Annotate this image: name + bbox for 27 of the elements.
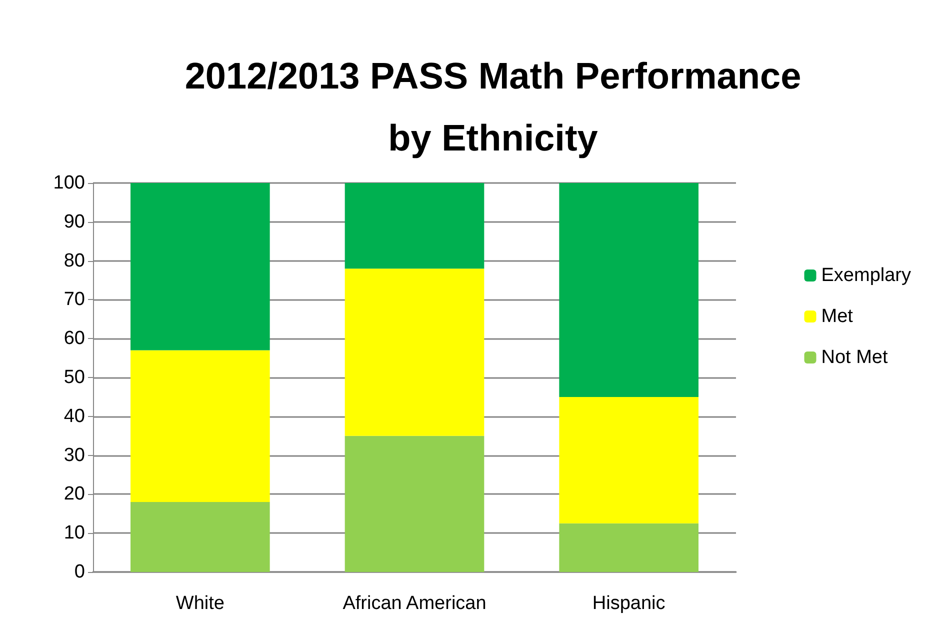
y-tick-label: 80: [64, 250, 85, 272]
x-tick-label: White: [176, 593, 224, 614]
y-tick-label: 20: [64, 484, 85, 505]
y-tick-label: 70: [64, 289, 85, 310]
bar: [130, 183, 270, 350]
bar: [559, 183, 698, 397]
bar: [130, 502, 270, 572]
y-tick-label: 100: [53, 172, 85, 194]
x-tick-label: African American: [342, 593, 486, 614]
bar: [344, 183, 484, 269]
legend-label: Met: [821, 306, 854, 327]
y-tick-label: 0: [74, 562, 85, 582]
bar: [130, 350, 270, 502]
y-tick-label: 30: [64, 444, 85, 466]
chart-title: 2012/2013 PASS Math Performance by Ethnicity: [184, 56, 802, 158]
bar: [344, 436, 484, 572]
x-tick-label: Hispanic: [592, 593, 666, 614]
y-tick-label: 50: [64, 367, 85, 388]
y-tick-label: 40: [64, 406, 85, 427]
y-tick-label: 60: [64, 328, 85, 350]
bar: [344, 268, 484, 436]
bar: [559, 396, 698, 524]
legend-label: Exemplary: [821, 265, 912, 286]
legend-label: Not Met: [821, 347, 888, 368]
y-tick-label: 10: [64, 522, 85, 544]
y-tick-label: 90: [64, 211, 85, 232]
bar: [559, 523, 698, 572]
